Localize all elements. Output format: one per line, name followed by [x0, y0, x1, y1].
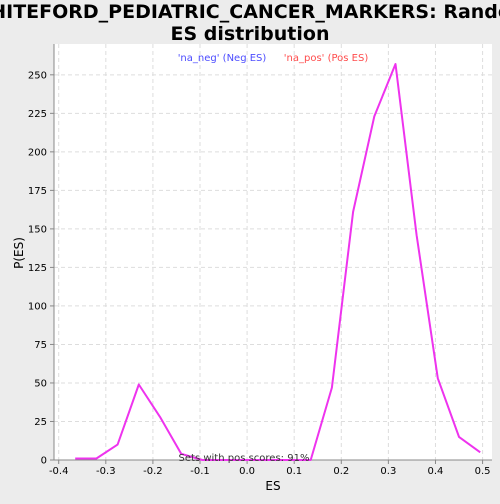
legend-pos-label: 'na_pos' (Pos ES): [284, 53, 369, 64]
legend-neg-label: 'na_neg' (Neg ES): [178, 53, 267, 64]
y-tick-label: 75: [34, 340, 47, 351]
x-tick-label: 0.2: [333, 466, 349, 477]
y-tick-label: 0: [41, 456, 47, 467]
y-tick-label: 250: [28, 70, 47, 81]
grid-lines: [54, 44, 492, 461]
x-tick-label: 0.3: [380, 466, 396, 477]
y-tick-label: 200: [28, 147, 47, 158]
y-axis-label: P(ES): [12, 237, 26, 269]
chart-title-line-1: WHITEFORD_PEDIATRIC_CANCER_MARKERS: Rand…: [0, 1, 500, 23]
y-tick-label: 100: [28, 301, 47, 312]
y-tick-label: 25: [34, 417, 47, 428]
x-tick-label: 0.1: [286, 466, 302, 477]
chart-title-line-2: ES distribution: [171, 23, 330, 45]
x-tick-label: 0.5: [475, 466, 491, 477]
x-tick-label: -0.3: [96, 466, 116, 477]
x-axis-label: ES: [265, 479, 280, 493]
y-tick-label: 150: [28, 224, 47, 235]
x-tick-label: 0.4: [428, 466, 444, 477]
es-distribution-line: [75, 63, 481, 461]
series-layer: [75, 63, 481, 461]
y-tick-label: 175: [28, 186, 47, 197]
y-tick-label: 50: [34, 378, 47, 389]
y-tick-label: 225: [28, 109, 47, 120]
pos-score-annotation: Sets with pos scores: 91%: [179, 453, 310, 464]
tick-labels: -0.4 -0.3 -0.2 -0.1 0.0 0.1 0.2 0.3 0.4 0.5 0 25 50 7…: [28, 70, 491, 477]
plot-area: [54, 44, 492, 460]
x-tick-label: -0.1: [190, 466, 210, 477]
y-tick-label: 125: [28, 263, 47, 274]
x-tick-label: 0.0: [239, 466, 255, 477]
x-tick-label: -0.2: [143, 466, 163, 477]
x-tick-label: -0.4: [49, 466, 69, 477]
